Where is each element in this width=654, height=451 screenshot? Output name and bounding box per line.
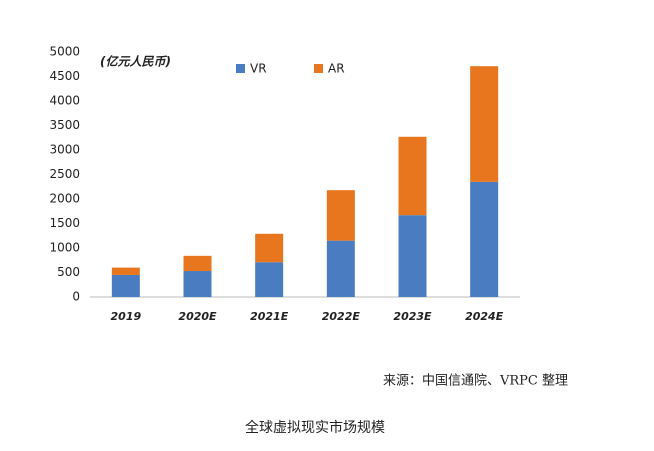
source: 来源：中国信通院、VRPC 整理 bbox=[383, 374, 568, 389]
x-tick-label: 2021E bbox=[250, 310, 289, 323]
y-tick-label: 4500 bbox=[49, 69, 80, 83]
bar-segment bbox=[111, 267, 140, 275]
y-tick-label: 1000 bbox=[49, 241, 80, 255]
chart-title: 全球虚拟现实市场规模 bbox=[245, 419, 385, 436]
y-tick-label: 500 bbox=[57, 265, 80, 279]
bar-segment bbox=[255, 262, 284, 297]
x-tick-label: 2024E bbox=[465, 310, 504, 323]
legend-label: VR bbox=[250, 62, 267, 76]
x-tick-label: 2022E bbox=[322, 310, 361, 323]
y-tick-label: 4000 bbox=[49, 94, 80, 108]
legend-label: AR bbox=[328, 62, 345, 76]
bar-segment bbox=[470, 66, 499, 182]
x-tick-label: 2019 bbox=[111, 310, 142, 323]
bar-segment bbox=[183, 271, 212, 297]
y-tick-label: 0 bbox=[72, 290, 80, 304]
bar-segment bbox=[255, 233, 284, 263]
x-tick-label: 2023E bbox=[393, 310, 432, 323]
bar-segment bbox=[398, 215, 427, 297]
y-tick-label: 5000 bbox=[49, 45, 80, 59]
y-tick-label: 1500 bbox=[49, 216, 80, 230]
x-tick-label: 2020E bbox=[178, 310, 217, 323]
y-tick-label: 3000 bbox=[49, 143, 80, 157]
bar-segment bbox=[183, 255, 212, 272]
y-tick-label: 3500 bbox=[49, 118, 80, 132]
legend-swatch bbox=[236, 64, 245, 73]
bar-segment bbox=[398, 136, 427, 216]
unit-label: (亿元人民币) bbox=[100, 55, 171, 69]
legend-swatch bbox=[314, 64, 323, 73]
y-tick-label: 2500 bbox=[49, 167, 80, 181]
bar-segment bbox=[326, 240, 355, 297]
bar-segment bbox=[470, 181, 499, 297]
bar-segment bbox=[111, 274, 140, 297]
bar-segment bbox=[326, 190, 355, 241]
y-tick-label: 2000 bbox=[49, 192, 80, 206]
